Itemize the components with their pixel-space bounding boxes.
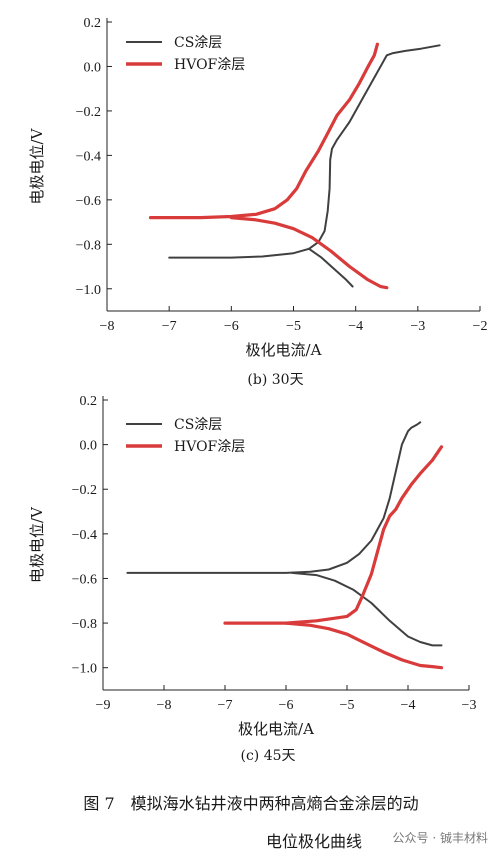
x-tick-label: −6 <box>224 319 239 334</box>
y-tick-label: −1.0 <box>72 662 97 677</box>
series-line-1 <box>126 421 422 574</box>
chart-panel-1: −8 −7 −6 −5 −4 −3 −2 0.2 0.0 −0.2 −0.4 −0.6 −0.8 −1.0… <box>28 16 487 388</box>
chart-subtitle: (c) 45天 <box>240 748 295 764</box>
y-axis-label: 电极电位/V <box>28 506 46 583</box>
chart-panel-2: −9 −8 −7 −6 −5 −4 −3 0.2 0.0 −0.2 −0.4 −0.6 −0.8 −1.0… <box>28 394 476 764</box>
y-tick-label: 0.0 <box>80 439 98 454</box>
legend-label: CS涂层 <box>174 417 222 433</box>
x-tick-label: −3 <box>462 698 477 713</box>
series-line-3 <box>148 42 379 220</box>
figure-caption-line2: 电位极化曲线 <box>265 832 362 851</box>
chart-subtitle: (b) 30天 <box>247 372 303 388</box>
y-tick-label: 0.2 <box>84 16 102 31</box>
y-axis-label: 电极电位/V <box>28 127 46 204</box>
series-line-4 <box>229 216 389 290</box>
legend-label: HVOF涂层 <box>174 439 245 455</box>
y-tick-label: −0.6 <box>72 572 97 587</box>
x-tick-label: −6 <box>279 698 294 713</box>
y-tick-label: −0.8 <box>72 617 97 632</box>
y-tick-label: −0.2 <box>76 105 101 120</box>
x-axis-label: 极化电流/A <box>238 720 314 738</box>
x-tick-label: −7 <box>218 698 233 713</box>
figure-caption-line1: 图 7 模拟海水钻井液中两种高熵合金涂层的动 <box>83 794 419 813</box>
watermark: 公众号 · 铖丰材料 <box>392 831 488 845</box>
y-tick-label: −0.8 <box>76 238 101 253</box>
x-tick-label: −7 <box>162 319 177 334</box>
x-tick-label: −4 <box>348 319 363 334</box>
legend-label: CS涂层 <box>174 35 222 51</box>
legend-label: HVOF涂层 <box>174 57 245 73</box>
series-line-3 <box>223 445 444 625</box>
x-tick-label: −4 <box>401 698 416 713</box>
y-tick-label: −0.4 <box>72 528 97 543</box>
x-tick-label: −5 <box>286 319 301 334</box>
series-line-4 <box>284 621 444 670</box>
x-tick-label: −9 <box>96 698 111 713</box>
y-tick-label: −1.0 <box>76 283 101 298</box>
x-tick-label: −5 <box>340 698 355 713</box>
x-tick-label: −8 <box>100 319 115 334</box>
y-tick-label: −0.4 <box>76 149 101 164</box>
x-tick-label: −8 <box>157 698 172 713</box>
y-tick-label: 0.0 <box>84 60 102 75</box>
y-tick-label: 0.2 <box>80 394 98 409</box>
series-line-2 <box>291 571 443 647</box>
x-axis-label: 极化电流/A <box>246 341 322 359</box>
series-line-1 <box>168 44 441 259</box>
y-tick-label: −0.6 <box>76 194 101 209</box>
series-line-2 <box>308 247 354 288</box>
x-tick-label: −3 <box>410 319 425 334</box>
y-tick-label: −0.2 <box>72 483 97 498</box>
x-tick-label: −2 <box>473 319 488 334</box>
